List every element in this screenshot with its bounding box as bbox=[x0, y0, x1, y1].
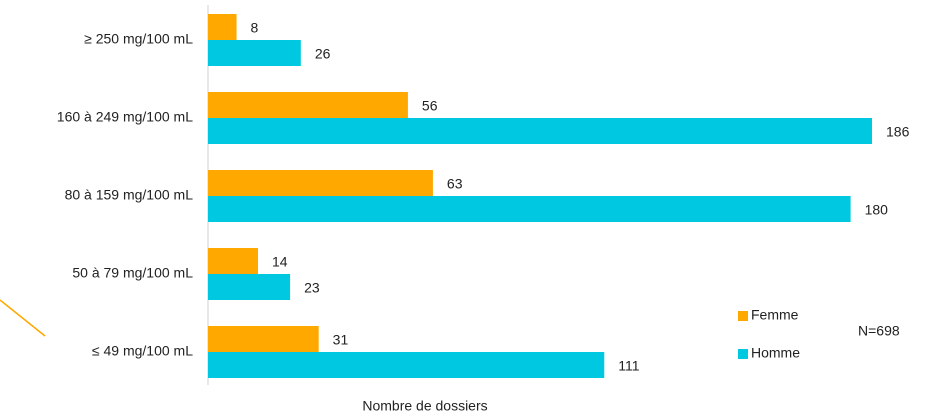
bar bbox=[208, 326, 319, 352]
x-axis-label: Nombre de dossiers bbox=[362, 398, 487, 414]
legend-label: Femme bbox=[751, 307, 799, 323]
value-label: 26 bbox=[315, 46, 331, 62]
value-label: 186 bbox=[886, 124, 910, 140]
value-label: 31 bbox=[333, 332, 349, 348]
y-tick-label: 160 à 249 mg/100 mL bbox=[57, 109, 193, 125]
legend-swatch bbox=[738, 349, 748, 359]
y-tick-label: ≥ 250 mg/100 mL bbox=[84, 31, 193, 47]
value-label: 14 bbox=[272, 254, 288, 270]
bar bbox=[208, 196, 851, 222]
bar bbox=[208, 170, 433, 196]
bar bbox=[208, 248, 258, 274]
annotation: N=698 bbox=[858, 323, 900, 339]
value-label: 56 bbox=[422, 98, 438, 114]
value-label: 63 bbox=[447, 176, 463, 192]
value-label: 180 bbox=[865, 202, 889, 218]
bar bbox=[208, 352, 605, 378]
bar bbox=[208, 274, 291, 300]
y-tick-label: 50 à 79 mg/100 mL bbox=[72, 265, 193, 281]
value-label: 23 bbox=[304, 280, 320, 296]
y-tick-label: 80 à 159 mg/100 mL bbox=[65, 187, 194, 203]
bar bbox=[208, 14, 237, 40]
bar bbox=[208, 92, 408, 118]
value-label: 8 bbox=[251, 20, 259, 36]
value-label: 111 bbox=[618, 358, 639, 374]
bar bbox=[208, 40, 301, 66]
legend-label: Homme bbox=[751, 345, 800, 361]
legend-swatch bbox=[738, 311, 748, 321]
y-tick-label: ≤ 49 mg/100 mL bbox=[92, 343, 193, 359]
decoration-line bbox=[0, 299, 46, 337]
bar bbox=[208, 118, 873, 144]
